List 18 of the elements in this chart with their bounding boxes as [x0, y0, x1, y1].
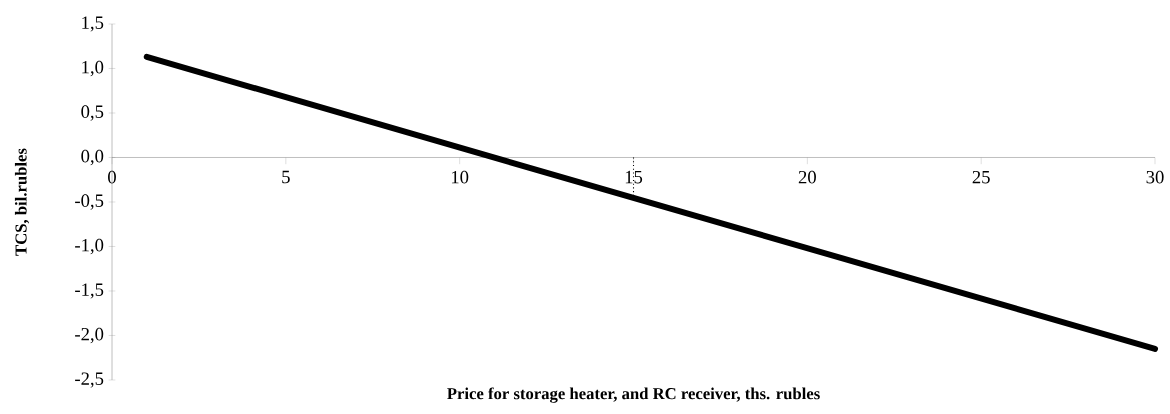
- y-tick-label: -2,5: [75, 372, 104, 388]
- y-axis-title: TCS, bil.rubles: [14, 148, 30, 256]
- y-tick-label: -0,5: [75, 194, 104, 210]
- x-tick-label: 25: [972, 170, 990, 184]
- y-tick-label: 1,5: [82, 16, 104, 32]
- y-tick-label: 1,0: [82, 60, 104, 77]
- y-tick-label: -1,5: [75, 283, 104, 299]
- y-tick-label: 0,0: [81, 149, 104, 166]
- x-tick-label: 30: [1146, 170, 1164, 184]
- x-axis-title: Price for storage heater, and RC receiver, ths. rubles: [447, 387, 820, 403]
- y-tick-label: 0,5: [81, 105, 104, 121]
- x-tick-label: 5: [282, 170, 290, 184]
- x-tick-label: 0: [108, 170, 116, 184]
- x-tick-label: 20: [798, 170, 816, 184]
- y-tick-label: -2,0: [75, 327, 104, 344]
- x-tick-label: 15: [625, 170, 643, 184]
- x-tick-label: 10: [451, 170, 469, 184]
- y-tick-label: -1,0: [75, 238, 104, 255]
